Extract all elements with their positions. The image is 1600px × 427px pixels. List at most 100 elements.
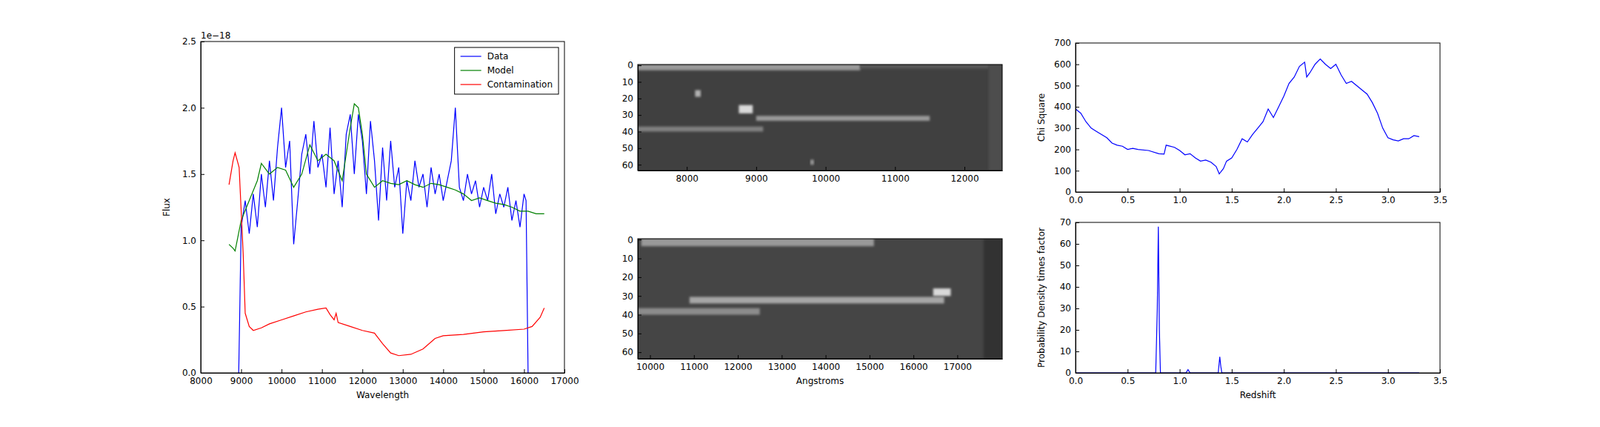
plot-area	[1075, 226, 1420, 373]
tick: 10000	[636, 354, 665, 372]
tick-label: 50	[1060, 260, 1072, 271]
panel: 800090001000011000120000102030405060	[622, 60, 1003, 183]
tick: 11000	[680, 354, 709, 372]
tick: 2.0	[1277, 368, 1292, 386]
tick-label: 10000	[811, 173, 840, 184]
tick-mark	[825, 354, 827, 359]
tick: 16000	[900, 354, 929, 372]
tick-label: 0.5	[1120, 194, 1135, 206]
tick-label: 1.0	[1173, 375, 1188, 386]
legend-label: Data	[487, 51, 509, 62]
image-background	[637, 238, 1003, 359]
axis-line	[637, 239, 639, 360]
image-feature	[637, 64, 860, 71]
image-feature	[756, 115, 930, 121]
tick-label: 50	[622, 328, 634, 339]
tick-mark	[523, 368, 525, 373]
tick-mark	[200, 107, 205, 109]
plot-frame	[1075, 42, 1440, 192]
tick: 13000	[388, 368, 418, 386]
tick-label: 2.5	[1328, 194, 1343, 206]
tick-label: 16000	[510, 375, 539, 386]
tick-label: 40	[622, 309, 634, 320]
tick-label: 40	[1060, 281, 1072, 292]
tick: 0	[627, 234, 642, 246]
tick-mark	[1075, 351, 1080, 352]
data-line	[1075, 59, 1420, 175]
panel: 1000011000120001300014000150001600017000…	[622, 234, 1003, 386]
plot-area	[1075, 59, 1420, 175]
tick-mark	[964, 166, 966, 171]
axis-line	[638, 170, 1003, 172]
tick: 14000	[429, 368, 458, 386]
image-feature	[689, 296, 945, 303]
axis-line	[637, 65, 639, 172]
tick-mark	[1075, 222, 1080, 223]
tick-label: 30	[622, 291, 634, 302]
tick-mark	[1075, 191, 1080, 193]
tick-mark	[637, 114, 642, 116]
tick: 400	[1054, 101, 1080, 112]
tick-mark	[637, 314, 642, 316]
axis: 8000900010000110001200013000140001500016…	[189, 368, 579, 386]
tick: 0.0	[182, 367, 205, 378]
tick: 0.5	[1120, 368, 1135, 386]
tick-mark	[756, 166, 758, 171]
tick-label: 2.0	[1277, 194, 1292, 206]
image-feature	[810, 159, 815, 165]
tick-mark	[200, 174, 205, 175]
tick: 10	[1060, 345, 1080, 357]
x-axis-title: Angstroms	[796, 375, 844, 386]
tick-label: 12000	[348, 375, 378, 386]
tick-mark	[650, 354, 652, 359]
panel: 0.00.51.01.52.02.53.03.50100200300400500…	[1036, 37, 1448, 205]
tick-mark	[1127, 368, 1129, 373]
tick: 2.0	[182, 102, 205, 114]
tick: 20	[1060, 324, 1080, 335]
legend: DataModelContamination	[454, 47, 559, 95]
tick: 0.5	[182, 301, 205, 312]
tick: 60	[622, 160, 642, 171]
tick-label: 1.0	[1173, 194, 1188, 206]
tick-label: 9000	[230, 375, 254, 386]
tick: 1.5	[1225, 368, 1240, 386]
axis-line	[201, 372, 566, 374]
tick-label: 10	[622, 253, 634, 264]
tick-mark	[1283, 188, 1285, 192]
tick: 12000	[723, 354, 752, 372]
tick-mark	[1075, 106, 1080, 108]
tick: 1.0	[1173, 368, 1188, 386]
tick-mark	[1075, 329, 1080, 331]
tick-mark	[1075, 42, 1080, 44]
image-background	[637, 64, 1003, 171]
x-axis-title: Redshift	[1240, 389, 1277, 400]
tick: 10	[622, 253, 642, 264]
tick: 0	[627, 60, 642, 71]
tick-label: 13000	[768, 361, 797, 372]
tick-label: 3.0	[1381, 375, 1396, 386]
tick-mark	[637, 258, 642, 260]
tick-label: 15000	[469, 375, 498, 386]
tick-label: 600	[1054, 59, 1072, 70]
tick-label: 300	[1054, 122, 1072, 134]
panel: 8000900010000110001200013000140001500016…	[161, 30, 580, 400]
axis: 0100200300400500600700	[1054, 37, 1080, 198]
tick: 20	[622, 271, 642, 283]
tick-mark	[781, 354, 783, 359]
tick-mark	[200, 41, 205, 43]
axis: 0.00.51.01.52.02.5	[182, 36, 205, 378]
tick: 10000	[268, 368, 297, 386]
tick-mark	[442, 368, 444, 373]
tick-label: 14000	[811, 361, 840, 372]
plot-frame	[200, 41, 565, 373]
tick-mark	[825, 166, 827, 171]
tick-label: 10000	[636, 361, 665, 372]
tick: 200	[1054, 144, 1080, 155]
tick: 15000	[855, 354, 884, 372]
axis-line	[1075, 43, 1077, 193]
tick-mark	[1231, 188, 1233, 192]
tick-mark	[1075, 265, 1080, 266]
tick-label: 11000	[680, 361, 709, 372]
tick-mark	[1231, 368, 1233, 373]
tick: 1.5	[182, 168, 205, 180]
